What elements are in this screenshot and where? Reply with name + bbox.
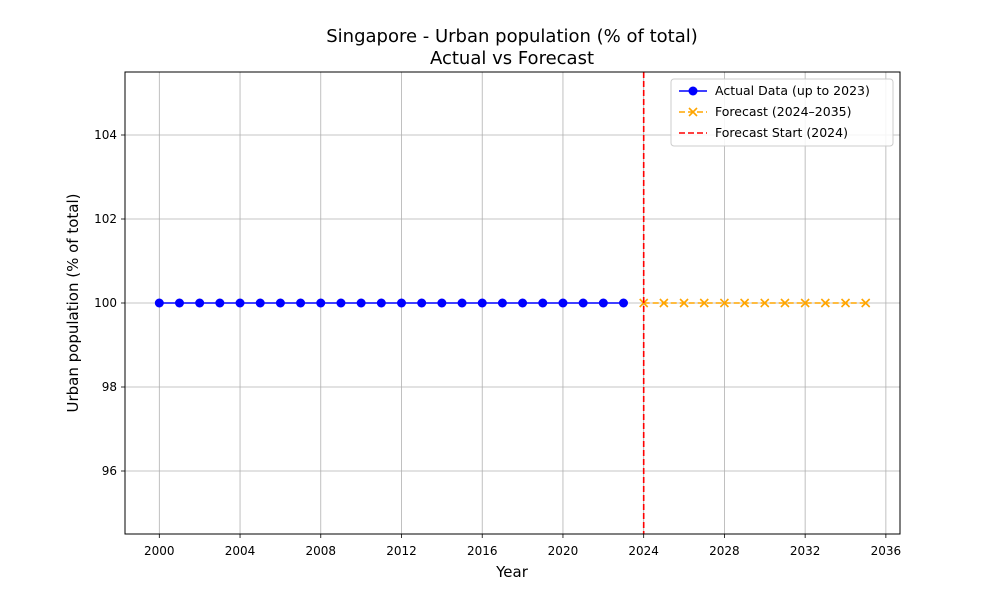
data-point-stroke (719, 298, 729, 308)
data-point (396, 298, 406, 308)
data-point (195, 298, 205, 308)
data-point-stroke (699, 298, 709, 308)
data-point (699, 298, 709, 308)
y-axis-ticks: 96 98 100 102 104 (94, 128, 125, 478)
plot-series (154, 72, 871, 534)
data-point (800, 298, 810, 308)
data-point (598, 298, 608, 308)
data-point (235, 298, 245, 308)
y-axis-label: Urban population (% of total) (64, 194, 82, 413)
legend-marker-actual (688, 86, 698, 96)
data-point (497, 298, 507, 308)
data-point-stroke (780, 298, 790, 308)
legend-label-forecast: Forecast (2024–2035) (715, 104, 852, 119)
data-point (255, 298, 265, 308)
x-tick-label: 2036 (871, 544, 902, 558)
data-point (578, 298, 588, 308)
data-point (740, 298, 750, 308)
x-tick-label: 2000 (144, 544, 175, 558)
data-point-stroke (760, 298, 770, 308)
data-point-stroke (800, 298, 810, 308)
y-tick-label: 98 (102, 380, 117, 394)
x-axis-ticks: 2000 2004 2008 2012 2016 2020 2024 2028 2032 2036 (144, 534, 901, 558)
data-point (356, 298, 366, 308)
data-point (437, 298, 447, 308)
data-point (760, 298, 770, 308)
x-axis-label: Year (495, 563, 529, 581)
data-point (538, 298, 548, 308)
y-tick-label: 96 (102, 464, 117, 478)
data-point (558, 298, 568, 308)
y-tick-label: 104 (94, 128, 117, 142)
x-tick-label: 2012 (386, 544, 417, 558)
data-point (154, 298, 164, 308)
legend: Actual Data (up to 2023) Forecast (2024–… (670, 78, 894, 147)
x-tick-label: 2016 (467, 544, 498, 558)
x-tick-label: 2032 (790, 544, 821, 558)
data-point (619, 298, 629, 308)
x-tick-label: 2020 (548, 544, 579, 558)
data-point (477, 298, 487, 308)
data-point (417, 298, 427, 308)
data-point (275, 298, 285, 308)
data-point (780, 298, 790, 308)
data-point-stroke (679, 298, 689, 308)
data-point-stroke (659, 298, 669, 308)
y-tick-label: 102 (94, 212, 117, 226)
data-point (336, 298, 346, 308)
data-point (174, 298, 184, 308)
data-point (376, 298, 386, 308)
legend-label-actual: Actual Data (up to 2023) (715, 83, 870, 98)
legend-label-forecast-start: Forecast Start (2024) (715, 125, 848, 140)
plot-area-frame (124, 71, 901, 535)
legend-box (670, 78, 894, 147)
x-tick-label: 2004 (225, 544, 256, 558)
x-tick-label: 2024 (628, 544, 659, 558)
x-tick-label: 2028 (709, 544, 740, 558)
data-point (518, 298, 528, 308)
data-point-stroke (861, 298, 871, 308)
x-tick-label: 2008 (305, 544, 336, 558)
data-point (659, 298, 669, 308)
data-point-stroke (820, 298, 830, 308)
data-point-stroke (840, 298, 851, 308)
chart-title: Singapore - Urban population (% of total… (326, 26, 698, 47)
data-point (215, 298, 225, 308)
legend-marker-forecast (688, 107, 698, 117)
data-point (296, 298, 306, 308)
data-point (457, 298, 467, 308)
data-point (316, 298, 326, 308)
data-point (820, 298, 830, 308)
data-point (861, 298, 871, 308)
y-tick-label: 100 (94, 296, 117, 310)
data-point (679, 298, 689, 308)
data-point-stroke (740, 298, 750, 308)
chart-subtitle: Actual vs Forecast (430, 48, 594, 69)
data-point (719, 298, 729, 308)
data-point (840, 298, 851, 308)
